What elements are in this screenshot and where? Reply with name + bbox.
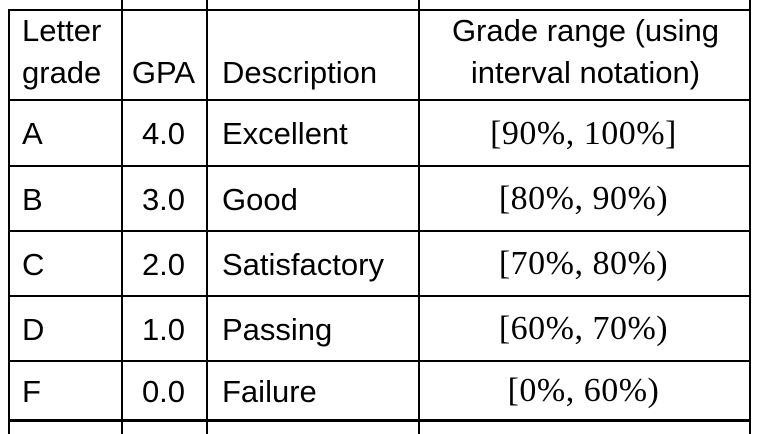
cell-gpa-row-c: 2.0 bbox=[141, 246, 186, 282]
header-grade-range: Grade range (using interval notation) bbox=[451, 13, 720, 90]
cell-description-row-b: Good bbox=[222, 181, 298, 217]
table-border-left bbox=[8, 9, 10, 434]
column-divider-2 bbox=[206, 0, 208, 434]
table-border-right bbox=[749, 0, 751, 434]
row-divider-3 bbox=[8, 230, 751, 232]
column-divider-3 bbox=[418, 0, 420, 434]
cell-range-row-d: [60%, 70%) bbox=[498, 310, 669, 348]
cell-gpa-row-d: 1.0 bbox=[141, 311, 186, 347]
table-grid: Letter grade GPA Description Grade range… bbox=[8, 9, 749, 419]
row-divider-4 bbox=[8, 295, 751, 297]
cell-range-row-b: [80%, 90%) bbox=[498, 180, 669, 218]
cell-range-row-f: [0%, 60%) bbox=[507, 372, 660, 410]
cell-letter-row-d: D bbox=[22, 311, 45, 347]
cell-letter-row-a: A bbox=[22, 116, 43, 152]
cell-description-row-a: Excellent bbox=[222, 116, 348, 152]
cell-gpa-row-b: 3.0 bbox=[141, 181, 186, 217]
row-divider-1 bbox=[8, 99, 751, 101]
cell-description-row-c: Satisfactory bbox=[222, 246, 384, 282]
table-border-top bbox=[8, 9, 751, 11]
cell-range-row-a: [90%, 100%] bbox=[490, 114, 677, 152]
cell-letter-row-c: C bbox=[22, 246, 45, 282]
cell-gpa-row-a: 4.0 bbox=[141, 116, 186, 152]
cell-gpa-row-f: 0.0 bbox=[141, 373, 186, 409]
header-letter-grade: Letter grade bbox=[22, 13, 102, 90]
table-border-bottom bbox=[8, 419, 751, 422]
cell-description-row-d: Passing bbox=[222, 311, 333, 347]
cell-range-row-c: [70%, 80%) bbox=[498, 245, 669, 283]
cell-letter-row-f: F bbox=[22, 373, 41, 409]
row-divider-2 bbox=[8, 165, 751, 167]
header-description: Description bbox=[222, 55, 378, 90]
cell-description-row-f: Failure bbox=[222, 373, 317, 409]
column-divider-1 bbox=[121, 0, 123, 434]
cell-letter-row-b: B bbox=[22, 181, 43, 217]
row-divider-5 bbox=[8, 360, 751, 362]
header-gpa: GPA bbox=[131, 55, 196, 90]
